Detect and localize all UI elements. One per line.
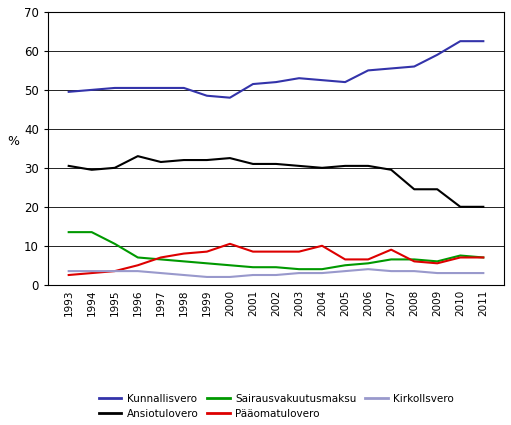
Legend: Kunnallisvero, Ansiotulovero, Sairausvakuutusmaksu, Pääomatulovero, Kirkollsvero: Kunnallisvero, Ansiotulovero, Sairausvak… (99, 394, 453, 419)
Y-axis label: %: % (7, 135, 19, 148)
